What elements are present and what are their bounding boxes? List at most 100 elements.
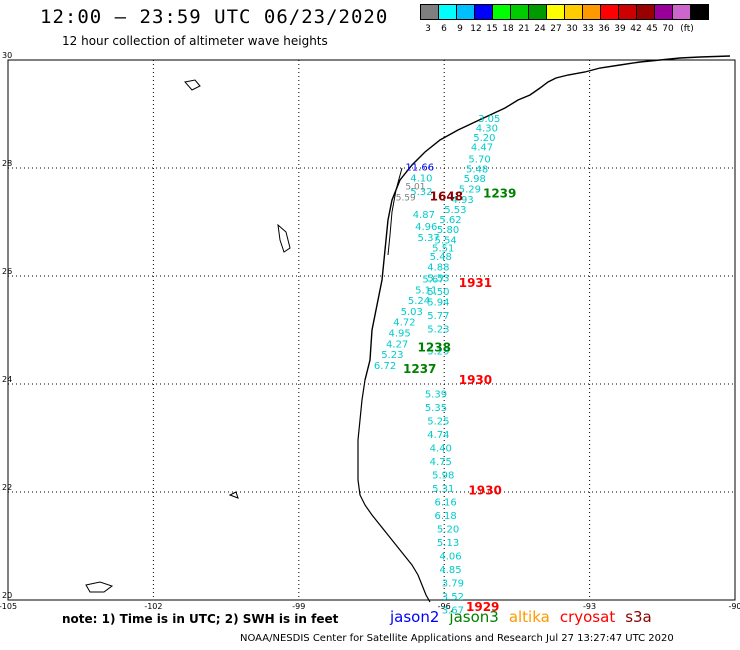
legend-bin-label: 70: [662, 24, 674, 34]
swh-value: 5.70: [468, 155, 490, 166]
legend-bin-label: 33: [582, 24, 594, 34]
units-note: note: 1) Time is in UTC; 2) SWH is in fe…: [62, 612, 339, 626]
swh-value: 5.67: [422, 274, 444, 285]
legend-bin-label: 18: [502, 24, 514, 34]
lat-tick-label: 30: [2, 51, 12, 60]
barrier-island: [387, 167, 403, 256]
swh-value: 5.62: [439, 215, 461, 226]
swh-value: 5.59: [396, 193, 416, 203]
swh-value: 5.31: [432, 484, 454, 495]
legend-bin-label: 39: [614, 24, 626, 34]
pass-time-label: 1930: [468, 484, 501, 498]
swh-value: 11.66: [405, 163, 434, 174]
legend-labels: 3 6 9 12 15 18 21 24 27 30 33 36 39 42 45 70 (ft): [420, 24, 730, 34]
legend-bin-label: 36: [598, 24, 610, 34]
legend-bin-label: 9: [457, 24, 463, 34]
legend-bin-label: 27: [550, 24, 562, 34]
legend-bin-label: 3: [425, 24, 431, 34]
lon-tick-label: -105: [0, 602, 17, 611]
swh-value: 5.20: [473, 133, 495, 144]
swh-value: 5.29: [427, 346, 449, 357]
lake-outline: [184, 79, 201, 91]
map-title: 12:00 – 23:59 UTC 06/23/2020: [40, 6, 389, 28]
swh-value: 5.50: [427, 287, 449, 298]
legend-bin-label: 12: [470, 24, 482, 34]
swh-value: 3.79: [442, 579, 464, 590]
swh-value: 5.48: [466, 164, 488, 175]
swh-value: 5.23: [381, 350, 403, 361]
swh-value: 3.52: [442, 592, 464, 603]
satellite-name: s3a: [625, 608, 652, 626]
swh-value: 4.75: [430, 457, 452, 468]
legend-unit: (ft): [680, 24, 694, 34]
swh-value: 3.05: [478, 114, 500, 125]
swh-value: 6.18: [435, 511, 457, 522]
swh-value: 5.94: [427, 298, 449, 309]
swh-value: 4.72: [393, 318, 415, 329]
swh-value: 4.74: [427, 430, 449, 441]
swh-value: 4.96: [415, 222, 437, 233]
wave-height-observations: 3.054.305.204.475.705.485.985.294.935.53…: [374, 114, 516, 616]
satellite-name: jason3: [449, 608, 499, 626]
lon-tick-label: -96: [438, 602, 451, 611]
swh-value: 4.93: [451, 195, 473, 206]
swh-value: 4.30: [476, 123, 498, 134]
swh-value: 5.24: [408, 296, 430, 307]
swh-value: 5.98: [432, 471, 454, 482]
lat-tick-label: 20: [2, 591, 12, 600]
swh-value: 6.72: [374, 361, 396, 372]
swh-value: 4.95: [388, 328, 410, 339]
pass-time-label: 1929: [466, 600, 499, 614]
pass-time-label: 1239: [483, 187, 516, 201]
swh-value: 5.77: [427, 311, 449, 322]
credit-line: NOAA/NESDIS Center for Satellite Applica…: [240, 633, 674, 644]
swh-value: 5.48: [430, 252, 452, 263]
swh-value: 5.23: [427, 325, 449, 336]
swh-value: 6.16: [435, 498, 457, 509]
lat-tick-label: 28: [2, 159, 12, 168]
swh-value: 5.54: [435, 236, 457, 247]
map-frame: [7, 59, 736, 601]
satellite-legend: jason2 jason3 altika cryosat s3a: [390, 608, 662, 626]
satellite-name: jason2: [390, 608, 440, 626]
swh-value: 5.13: [437, 538, 459, 549]
swh-value: 4.47: [471, 143, 493, 154]
pass-time-label: 1237: [403, 362, 436, 376]
swh-value: 5.51: [432, 244, 454, 255]
swh-value: 4.10: [410, 174, 432, 185]
swh-value: 4.06: [439, 552, 461, 563]
legend-bin-label: 45: [646, 24, 658, 34]
coastline: [85, 55, 731, 603]
lon-tick-label: -90: [728, 602, 740, 611]
map-subtitle: 12 hour collection of altimeter wave hei…: [62, 34, 328, 48]
legend-bin-label: 21: [518, 24, 530, 34]
swh-value: 5.98: [464, 174, 486, 185]
swh-value: 3.67: [442, 606, 464, 617]
swh-value: 4.87: [413, 210, 435, 221]
lat-tick-label: 26: [2, 267, 12, 276]
swh-value: 4.27: [386, 339, 408, 350]
legend-bin-label: 42: [630, 24, 642, 34]
swh-value: 5.80: [437, 225, 459, 236]
pass-time-label: 1930: [459, 373, 492, 387]
swh-value: 5.29: [459, 184, 481, 195]
swh-value: 4.85: [439, 565, 461, 576]
mexico-coastline: [357, 379, 431, 603]
pass-time-label: 1238: [418, 341, 451, 355]
color-legend: 3 6 9 12 15 18 21 24 27 30 33 36 39 42 45 70 (ft): [420, 4, 730, 44]
legend-swatches: [420, 4, 730, 20]
lon-tick-label: -99: [292, 602, 305, 611]
legend-bin-label: 24: [534, 24, 546, 34]
legend-bin-label: 6: [441, 24, 447, 34]
swh-value: 5.32: [410, 187, 432, 198]
legend-swatch: [690, 4, 709, 20]
legend-bin-label: 30: [566, 24, 578, 34]
swh-value: 5.11: [415, 285, 437, 296]
swh-value: 4.40: [430, 444, 452, 455]
swh-value: 5.20: [437, 525, 459, 536]
swh-value: 5.01: [405, 183, 425, 193]
swh-value: 5.39: [425, 390, 447, 401]
satellite-name: cryosat: [559, 608, 616, 626]
swh-value: 5.35: [425, 403, 447, 414]
